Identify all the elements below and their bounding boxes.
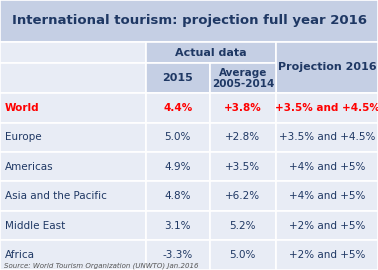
Text: Middle East: Middle East — [5, 221, 65, 231]
Text: +6.2%: +6.2% — [225, 191, 260, 201]
Text: International tourism: projection full year 2016: International tourism: projection full y… — [11, 14, 367, 28]
Text: 5.0%: 5.0% — [230, 250, 256, 260]
Text: +2.8%: +2.8% — [225, 132, 260, 142]
Text: 5.0%: 5.0% — [164, 132, 191, 142]
Text: Europe: Europe — [5, 132, 41, 142]
Text: Average
2005-2014: Average 2005-2014 — [212, 68, 274, 89]
Text: +2% and +5%: +2% and +5% — [289, 250, 365, 260]
Text: Projection 2016: Projection 2016 — [278, 62, 376, 73]
Text: +3.5%: +3.5% — [225, 162, 260, 172]
Text: 4.8%: 4.8% — [164, 191, 191, 201]
Text: 5.2%: 5.2% — [229, 221, 256, 231]
Text: 2015: 2015 — [162, 73, 193, 83]
Text: Africa: Africa — [5, 250, 34, 260]
Text: +2% and +5%: +2% and +5% — [289, 221, 365, 231]
Text: -3.3%: -3.3% — [163, 250, 193, 260]
Text: World: World — [5, 103, 39, 113]
Text: 4.4%: 4.4% — [163, 103, 192, 113]
Text: +4% and +5%: +4% and +5% — [289, 191, 365, 201]
Text: +4% and +5%: +4% and +5% — [289, 162, 365, 172]
Text: Actual data: Actual data — [175, 48, 246, 58]
Text: 3.1%: 3.1% — [164, 221, 191, 231]
Text: 4.9%: 4.9% — [164, 162, 191, 172]
Text: Source: World Tourism Organization (UNWTO) Jan.2016: Source: World Tourism Organization (UNWT… — [4, 262, 198, 269]
Text: Americas: Americas — [5, 162, 53, 172]
Text: Asia and the Pacific: Asia and the Pacific — [5, 191, 107, 201]
Text: +3.8%: +3.8% — [224, 103, 262, 113]
Text: +3.5% and +4.5%: +3.5% and +4.5% — [274, 103, 378, 113]
Text: +3.5% and +4.5%: +3.5% and +4.5% — [279, 132, 375, 142]
